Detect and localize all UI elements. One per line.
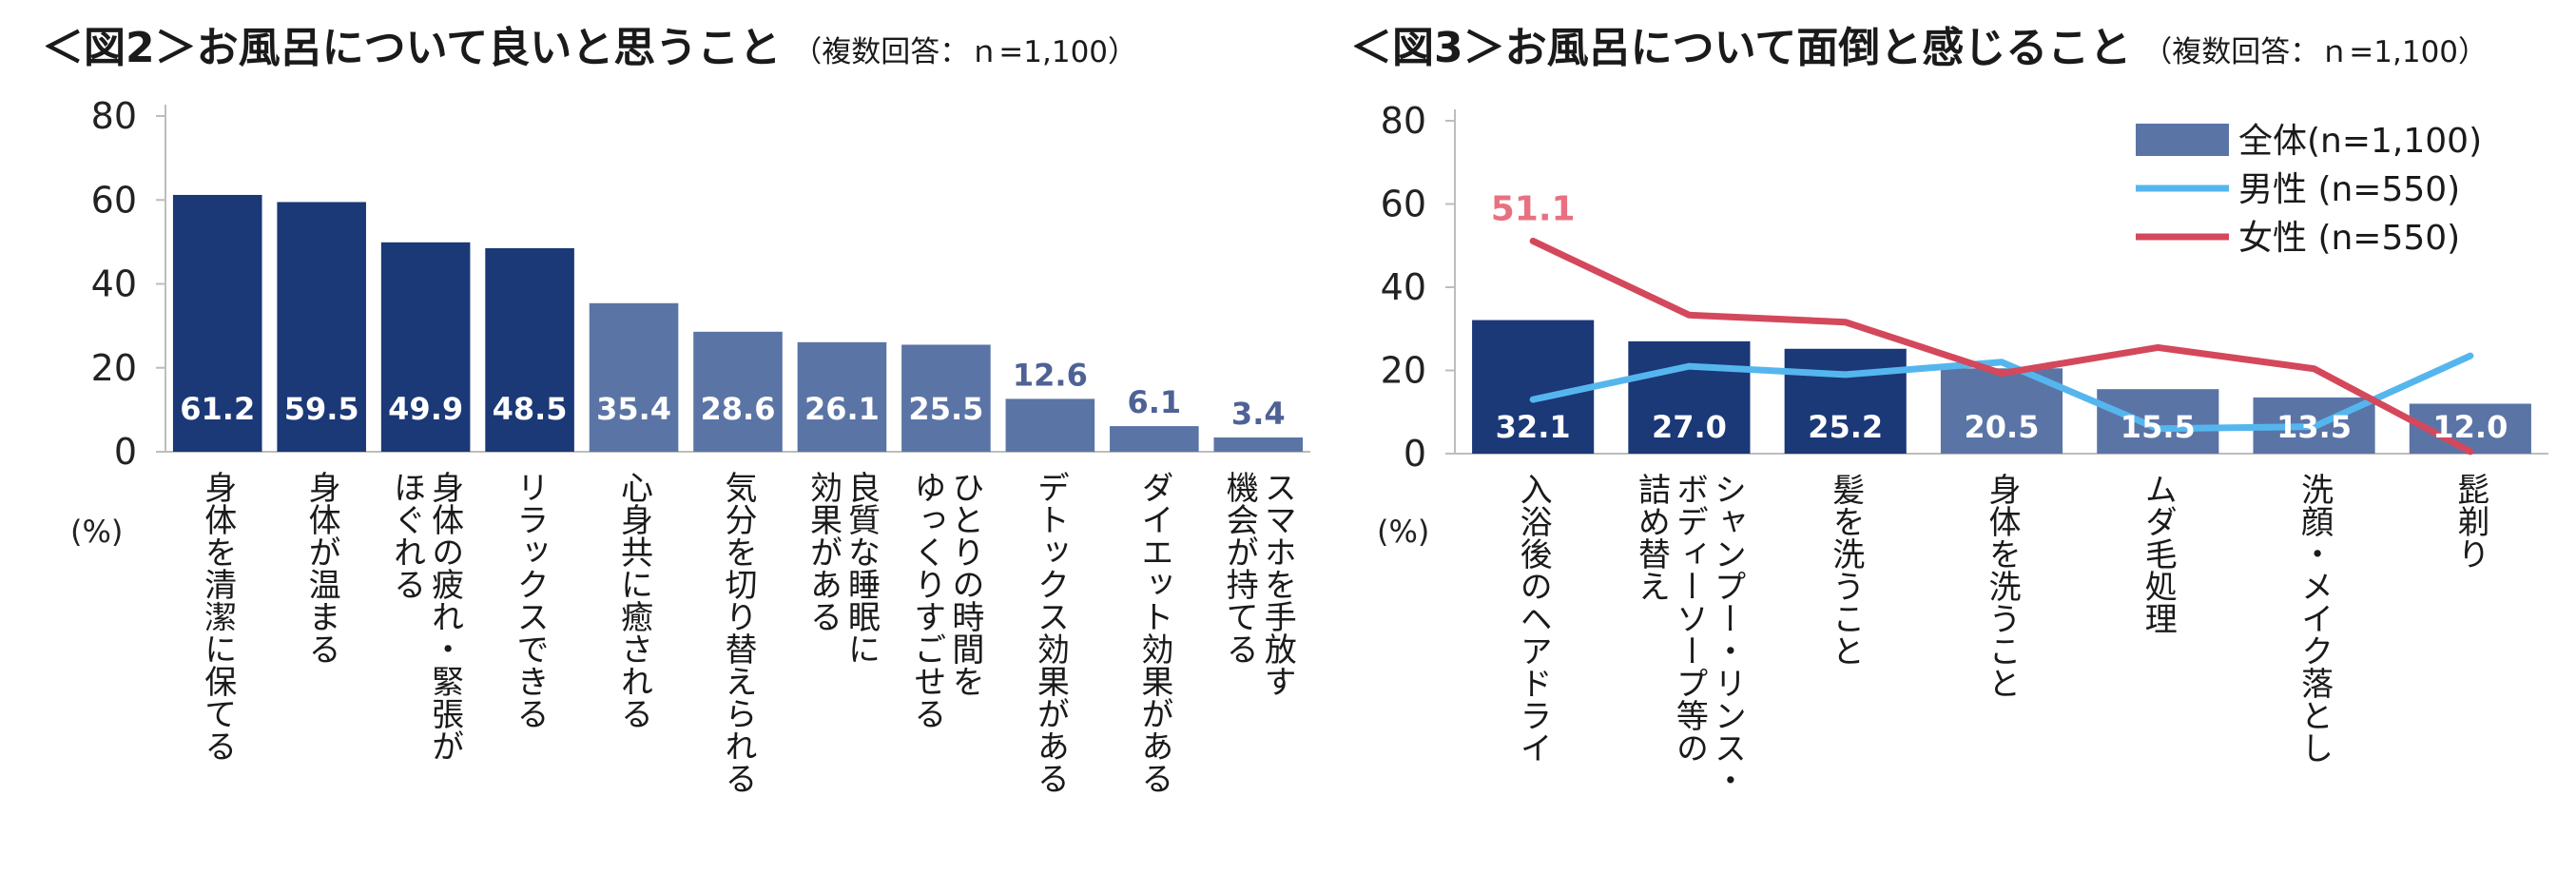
chart2-value-label-1: 59.5 xyxy=(284,391,359,427)
chart2-category-label-5-line-0: 気分を切り替えられる xyxy=(719,471,757,794)
chart3-legend-label-2: 女性 (n=550) xyxy=(2238,219,2460,258)
chart2-value-label-2: 49.9 xyxy=(388,391,463,427)
chart3-ytick-label-2: 40 xyxy=(1381,266,1426,308)
chart2-value-label-3: 48.5 xyxy=(493,391,568,427)
chart3-value-label-0: 32.1 xyxy=(1496,409,1571,445)
chart2-category-label-6-line-0: 良質な睡眠に xyxy=(842,471,880,665)
chart3-value-label-1: 27.0 xyxy=(1652,409,1727,445)
chart3-category-label-2-line-0: 髪を洗うこと xyxy=(1827,473,1865,667)
chart3-point-male-3 xyxy=(2001,361,2003,363)
chart2-category-label-9-line-0: ダイエット効果がある xyxy=(1135,471,1173,794)
chart2-bar-4 xyxy=(589,302,679,452)
chart2-category-label-1-line-0: 身体が温まる xyxy=(302,471,340,665)
chart2-bar-9 xyxy=(1110,426,1199,452)
chart3-ylabel: (%) xyxy=(1377,514,1429,550)
chart3-bar-2 xyxy=(1784,348,1907,454)
chart2-value-label-0: 61.2 xyxy=(180,391,255,427)
chart2-bar-2 xyxy=(380,242,471,452)
chart3-value-label-2: 25.2 xyxy=(1808,409,1883,445)
chart3-point-female-0 xyxy=(1532,240,1534,242)
chart2-category-label-2-line-0: 身体の疲れ・緊張が xyxy=(426,471,464,762)
chart2-category-label-7-line-0: ひとりの時間を xyxy=(946,471,984,697)
chart2-bar-1 xyxy=(277,202,366,453)
chart2-bar-0 xyxy=(172,194,262,452)
chart3-point-male-1 xyxy=(1688,365,1690,367)
chart2-value-label-4: 35.4 xyxy=(596,391,671,427)
chart3-point-male-6 xyxy=(2469,355,2471,357)
chart3-ytick-label-4: 80 xyxy=(1381,100,1426,142)
chart3-legend-label-0: 全体(n=1,100) xyxy=(2238,122,2482,161)
chart2-category-label-0-line-0: 身体を清潔に保てる xyxy=(199,471,237,762)
chart2-subtitle: （複数回答：ｎ=1,100） xyxy=(792,35,1138,69)
chart3-legend-label-1: 男性 (n=550) xyxy=(2238,170,2460,209)
chart2-category-label-10-line-1: 機会が持てる xyxy=(1220,471,1258,665)
chart2-value-label-8: 12.6 xyxy=(1013,357,1088,393)
chart3-point-female-4 xyxy=(2157,346,2159,348)
chart2-category-label-8-line-0: デトックス効果がある xyxy=(1031,471,1069,794)
chart3-point-male-5 xyxy=(2314,426,2315,428)
chart2-ylabel: (%) xyxy=(70,514,123,550)
chart3-category-label-4-line-0: ムダ毛処理 xyxy=(2139,473,2177,634)
chart3-category-label-6-line-0: 髭剃り xyxy=(2451,473,2489,570)
chart3-point-male-4 xyxy=(2157,428,2159,430)
chart2-value-label-9: 6.1 xyxy=(1127,384,1181,420)
chart3-category-label-1-line-0: シャンプー・リンス・ xyxy=(1708,473,1746,796)
chart2-category-label-3-line-0: リラックスできる xyxy=(511,471,549,729)
chart3-ytick-label-3: 60 xyxy=(1381,184,1426,225)
chart3-bar-4 xyxy=(2097,389,2219,454)
chart2-value-label-7: 25.5 xyxy=(908,391,983,427)
chart3-legend-swatch-overall xyxy=(2136,124,2229,156)
chart2-category-label-10-line-0: スマホを手放す xyxy=(1258,471,1296,697)
chart3-category-label-0-line-0: 入浴後のヘアドライ xyxy=(1514,473,1552,764)
chart3-ytick-label-0: 0 xyxy=(1404,433,1426,475)
chart3-category-label-1-line-1: ボディーソープ等の xyxy=(1670,473,1708,764)
chart2-ytick-label-2: 40 xyxy=(91,263,137,305)
chart3-point-female-6 xyxy=(2469,451,2471,453)
chart3-title-text: ＜図3＞お風呂について面倒と感じること xyxy=(1350,24,2132,72)
chart2-ytick-label-4: 80 xyxy=(91,95,137,137)
chart2-ytick-label-1: 20 xyxy=(91,347,137,389)
chart3-ytick-label-1: 20 xyxy=(1381,350,1426,392)
chart3-value-label-4: 15.5 xyxy=(2121,409,2196,445)
chart3-point-female-3 xyxy=(2001,373,2003,375)
chart2-category-label-7-line-1: ゆっくりすごせる xyxy=(908,471,946,729)
chart2-bar-7 xyxy=(901,344,991,452)
chart3-category-label-3-line-0: 身体を洗うこと xyxy=(1983,473,2021,699)
chart2-value-label-6: 26.1 xyxy=(804,391,880,427)
chart2-title: ＜図2＞お風呂について良いと思うこと （複数回答：ｎ=1,100） xyxy=(42,13,1137,74)
chart3-value-label-5: 13.5 xyxy=(2276,409,2352,445)
chart2-title-text: ＜図2＞お風呂について良いと思うこと xyxy=(42,24,782,72)
chart2-category-label-4-line-0: 心身共に癒される xyxy=(615,471,653,729)
chart3-point-female-1 xyxy=(1688,314,1690,316)
chart3-value-label-6: 12.0 xyxy=(2432,409,2508,445)
chart2-value-label-10: 3.4 xyxy=(1231,396,1286,432)
chart2-bar-8 xyxy=(1005,398,1095,452)
chart2-bar-3 xyxy=(485,247,574,452)
chart2-bar-5 xyxy=(693,331,783,452)
chart2-ytick-label-0: 0 xyxy=(114,431,137,473)
chart3-category-label-1-line-2: 詰め替え xyxy=(1632,473,1670,602)
chart3-point-male-0 xyxy=(1532,398,1534,400)
chart2-value-label-5: 28.6 xyxy=(701,391,776,427)
chart3-bar-0 xyxy=(1472,320,1595,454)
chart3-point-female-5 xyxy=(2314,368,2315,370)
chart3-value-label-3: 20.5 xyxy=(1965,409,2040,445)
chart3-bar-1 xyxy=(1628,340,1751,454)
chart3-annotation-female-0: 51.1 xyxy=(1491,189,1576,228)
chart3-subtitle: （複数回答：ｎ=1,100） xyxy=(2142,35,2489,69)
chart2-category-label-2-line-1: ほぐれる xyxy=(388,471,426,600)
chart3-point-male-2 xyxy=(1845,374,1847,376)
chart2-ytick-label-3: 60 xyxy=(91,179,137,221)
chart2-bar-6 xyxy=(797,341,887,452)
chart2-category-label-6-line-1: 効果がある xyxy=(804,471,842,632)
chart3-title: ＜図3＞お風呂について面倒と感じること （複数回答：ｎ=1,100） xyxy=(1350,13,2488,74)
chart3-point-female-2 xyxy=(1845,321,1847,323)
chart3-category-label-5-line-0: 洗顔・メイク落とし xyxy=(2295,473,2334,764)
chart2-bar-10 xyxy=(1213,437,1304,452)
